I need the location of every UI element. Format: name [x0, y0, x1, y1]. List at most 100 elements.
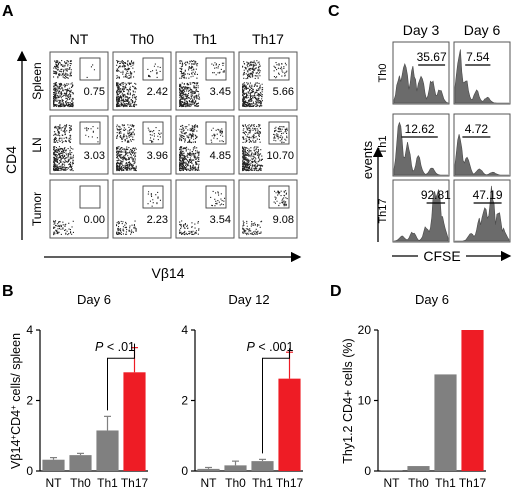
y-tick-label: 0: [364, 464, 371, 478]
panel-label-a: A: [2, 3, 14, 20]
flow-events: [116, 60, 161, 108]
bar: [251, 461, 274, 471]
x-tick-label: Th1: [252, 476, 273, 490]
x-tick-label: Th0: [408, 476, 429, 490]
flow-row-label: Spleen: [30, 62, 44, 99]
histogram-gate-percent: 12.62: [405, 122, 435, 136]
flow-gate: [205, 121, 227, 145]
flow-gate-percent: 4.85: [210, 150, 231, 162]
bar: [69, 455, 92, 471]
flow-plot-frame: [49, 51, 109, 111]
cd4-axis-label: CD4: [3, 146, 19, 174]
bar: [434, 374, 457, 471]
flow-gate: [142, 121, 164, 145]
flow-events: [53, 60, 95, 108]
chart-b-day6: Day 6 0 2 4 NT Th0 Th1 Th17 P < .01: [26, 292, 148, 490]
y-tick-label: 2: [181, 394, 188, 408]
flow-gate-percent: 0.00: [84, 214, 105, 226]
flow-gate-percent: 2.42: [147, 86, 168, 98]
flow-events: [179, 60, 225, 108]
histogram-curve: [393, 63, 449, 104]
flow-gate: [142, 57, 164, 81]
bar: [197, 468, 220, 471]
flow-gate-percent: 3.96: [147, 150, 168, 162]
histogram-curve: [454, 134, 509, 176]
y-tick-label: 4: [26, 323, 33, 337]
x-tick-label: Th17: [276, 476, 304, 490]
histogram-row-label: Th17: [377, 198, 389, 223]
flow-column-header: Th1: [193, 31, 217, 47]
y-tick-label: 10: [358, 394, 372, 408]
y-tick-label: 0: [181, 464, 188, 478]
histogram-curve: [454, 49, 509, 104]
flow-gate: [79, 121, 101, 145]
flow-gate: [268, 121, 290, 145]
flow-gate: [79, 185, 101, 209]
flow-row-label: LN: [30, 137, 44, 152]
significance-bracket: [262, 348, 290, 454]
flow-events: [116, 191, 161, 235]
bar: [278, 378, 301, 471]
y-tick-label: 4: [181, 323, 188, 337]
bar: [123, 372, 146, 471]
x-tick-label: Th1: [97, 476, 118, 490]
panel-a-flow-grid: CD4 Vβ14 NT Th0 Th1 Th17 Spleen LN Tumor 0.75 2.…: [3, 31, 302, 281]
panel-label-c: C: [328, 3, 340, 20]
bar: [461, 330, 484, 471]
y-tick-label: 20: [358, 323, 372, 337]
x-tick-label: Th1: [435, 476, 456, 490]
histogram-curve: [393, 189, 449, 242]
bar: [42, 459, 65, 471]
flow-gate: [268, 57, 290, 81]
histogram-gate-percent: 47.19: [473, 188, 503, 202]
flow-plot-frame: [175, 179, 235, 239]
flow-gate: [205, 57, 227, 81]
panel-label-b: B: [2, 283, 14, 300]
histogram-gate-percent: 35.67: [417, 50, 447, 64]
flow-gate-percent: 0.75: [84, 86, 105, 98]
y-tick-label: 2: [26, 394, 33, 408]
flow-gate-percent: 10.70: [266, 150, 294, 162]
histogram-gate-percent: 7.54: [466, 50, 490, 64]
p-value-annotation: P < .01: [95, 340, 135, 354]
chart-title: Day 12: [228, 292, 269, 307]
flow-plot-frame: [238, 115, 298, 175]
flow-events: [242, 190, 288, 236]
chart-title: Day 6: [77, 292, 111, 307]
x-tick-label: Th17: [459, 476, 487, 490]
vbeta14-axis-label: Vβ14: [152, 265, 185, 281]
flow-gate: [79, 57, 101, 81]
flow-plot-frame: [112, 179, 172, 239]
x-tick-label: Th0: [225, 476, 246, 490]
histogram-column-header: Day 6: [464, 22, 501, 38]
histogram-curve: [393, 121, 448, 176]
x-tick-label: Th17: [121, 476, 149, 490]
histogram-gate-percent: 4.72: [465, 122, 489, 136]
panel-b-ylabel: Vβ14+CD4+ cells/ spleen: [9, 333, 24, 469]
bar: [224, 465, 247, 471]
histogram-gate-percent: 92.81: [421, 188, 451, 202]
cfse-axis-label: CFSE: [423, 248, 460, 264]
flow-gate-percent: 3.54: [210, 214, 231, 226]
flow-column-header: Th17: [252, 31, 284, 47]
flow-column-header: NT: [70, 31, 89, 47]
flow-plot-frame: [112, 115, 172, 175]
flow-events: [242, 60, 288, 108]
x-tick-label: NT: [201, 476, 218, 490]
histogram-curve: [455, 185, 510, 242]
histogram-row-label: Th0: [377, 64, 389, 83]
y-tick-label: 0: [26, 464, 33, 478]
flow-gate-percent: 3.03: [84, 150, 105, 162]
x-tick-label: NT: [46, 476, 63, 490]
flow-plot-frame: [49, 179, 109, 239]
flow-events: [179, 124, 224, 172]
panel-c-histograms: events CFSE Day 3 Day 6 Th0 Th1 Th17 35.67 7.5…: [360, 22, 512, 264]
flow-gate: [142, 185, 164, 209]
histogram-column-header: Day 3: [403, 22, 440, 38]
flow-plot-frame: [175, 115, 235, 175]
x-tick-label: NT: [384, 476, 401, 490]
events-axis-label: events: [360, 140, 375, 179]
flow-gate-percent: 9.08: [273, 214, 294, 226]
flow-plot-frame: [238, 179, 298, 239]
